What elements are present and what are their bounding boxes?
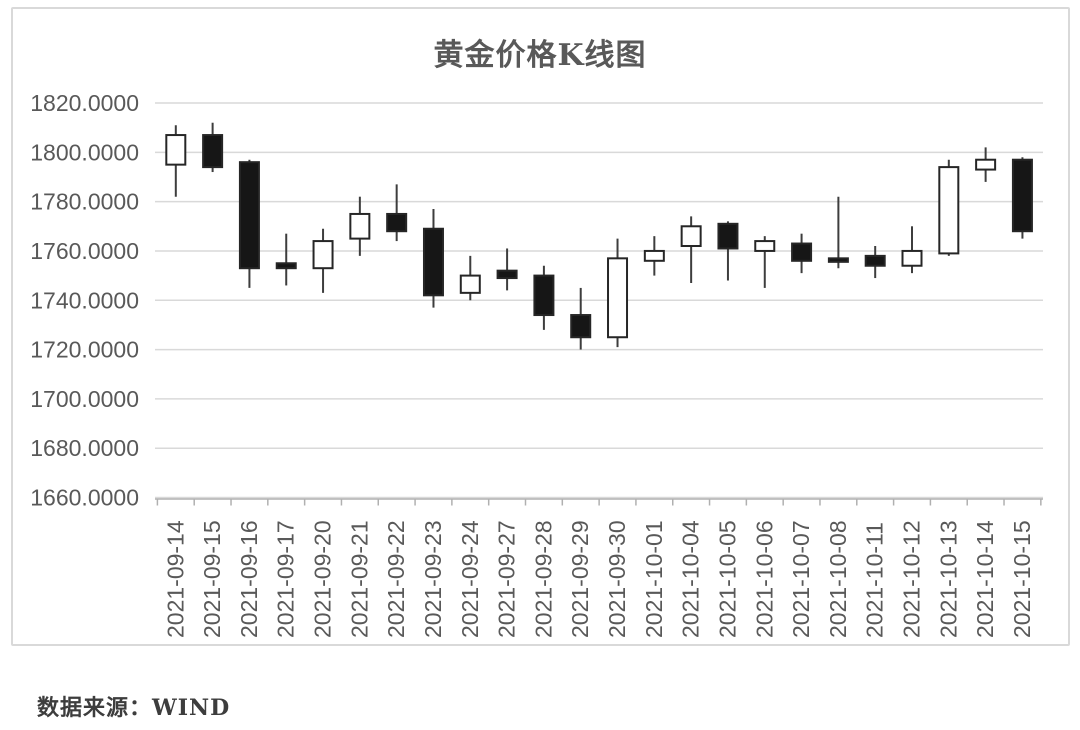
candlestick-2021-10-07 xyxy=(791,233,813,274)
y-axis-tick-label: 1780.0000 xyxy=(30,189,139,215)
x-axis-tick-label: 2021-09-23 xyxy=(420,520,446,638)
candlestick-2021-10-08 xyxy=(827,196,849,269)
candle-body-up xyxy=(607,257,629,339)
candle-body-up xyxy=(643,249,665,262)
x-axis-tick-label: 2021-09-29 xyxy=(567,520,593,638)
data-source-note: 数据来源：WIND xyxy=(37,695,231,721)
x-axis-tick-label: 2021-10-04 xyxy=(678,520,704,638)
candle-body-down xyxy=(827,257,849,263)
x-axis-tick-label: 2021-10-11 xyxy=(862,522,888,638)
candlestick-2021-09-29 xyxy=(570,287,592,350)
candle-body-down xyxy=(1011,158,1033,233)
candlestick-2021-10-01 xyxy=(643,236,665,276)
x-axis-tick-label: 2021-10-05 xyxy=(714,520,740,638)
candle-body-up xyxy=(459,274,481,294)
x-axis-tick-label: 2021-10-08 xyxy=(825,520,851,638)
candle-body-up xyxy=(680,225,702,248)
candle-body-down xyxy=(533,274,555,317)
x-axis-tick-label: 2021-10-01 xyxy=(641,520,667,638)
y-axis-tick-label: 1820.0000 xyxy=(30,90,139,116)
candlestick-2021-09-17 xyxy=(275,233,297,286)
x-axis-tick-label: 2021-09-21 xyxy=(346,520,372,638)
y-axis-tick-label: 1700.0000 xyxy=(30,386,139,412)
x-axis-tick-label: 2021-10-07 xyxy=(788,520,814,638)
x-axis-tick-label: 2021-09-20 xyxy=(310,520,336,638)
candlestick-2021-09-24 xyxy=(459,255,481,301)
candle-body-down xyxy=(570,314,592,339)
x-axis-tick-label: 2021-09-14 xyxy=(162,520,188,638)
candle-body-down xyxy=(864,254,886,267)
y-axis-tick-label: 1720.0000 xyxy=(30,337,139,363)
chart-frame xyxy=(11,7,1070,646)
candlestick-2021-09-15 xyxy=(202,122,224,173)
candle-body-down xyxy=(202,134,224,169)
y-axis-tick-label: 1740.0000 xyxy=(30,287,139,313)
x-axis-tick-label: 2021-10-14 xyxy=(972,520,998,638)
candle-body-down xyxy=(275,262,297,270)
candle-body-down xyxy=(422,227,444,297)
candle-body-up xyxy=(165,134,187,166)
x-axis-tick-label: 2021-10-12 xyxy=(899,520,925,638)
x-axis-tick-label: 2021-09-28 xyxy=(530,520,556,638)
candle-body-down xyxy=(386,212,408,233)
x-axis-tick-label: 2021-10-06 xyxy=(751,520,777,638)
candle-body-down xyxy=(496,269,518,280)
candle-body-up xyxy=(349,212,371,240)
x-axis-tick-label: 2021-09-22 xyxy=(383,520,409,638)
candle-body-down xyxy=(717,222,739,250)
candlestick-2021-10-14 xyxy=(975,147,997,182)
candlestick-2021-10-12 xyxy=(901,226,923,274)
candlestick-2021-09-22 xyxy=(386,184,408,242)
candle-body-down xyxy=(238,161,260,270)
x-axis-tick-label: 2021-09-17 xyxy=(273,520,299,638)
candlestick-2021-09-16 xyxy=(238,159,260,288)
candle-body-up xyxy=(938,166,960,255)
candle-body-up xyxy=(901,249,923,267)
candle-body-up xyxy=(975,158,997,171)
x-axis-tick-label: 2021-09-15 xyxy=(199,520,225,638)
candlestick-2021-09-14 xyxy=(165,125,187,197)
candlestick-2021-09-20 xyxy=(312,228,334,293)
candlestick-2021-10-06 xyxy=(754,236,776,288)
y-axis-tick-label: 1680.0000 xyxy=(30,435,139,461)
y-axis-tick-label: 1760.0000 xyxy=(30,238,139,264)
candlestick-2021-09-28 xyxy=(533,265,555,330)
y-axis-tick-label: 1660.0000 xyxy=(30,485,139,511)
candlestick-2021-10-13 xyxy=(938,159,960,256)
candlestick-2021-09-30 xyxy=(607,238,629,348)
chart-title: 黄金价格K线图 xyxy=(433,38,647,73)
candle-body-down xyxy=(791,242,813,262)
y-axis-tick-label: 1800.0000 xyxy=(30,139,139,165)
candlestick-2021-09-27 xyxy=(496,248,518,291)
x-axis-tick-label: 2021-09-27 xyxy=(494,520,520,638)
candle-body-up xyxy=(312,240,334,270)
x-axis-tick-label: 2021-09-24 xyxy=(457,520,483,638)
candlestick-2021-10-11 xyxy=(864,246,886,279)
candlestick-2021-10-04 xyxy=(680,216,702,283)
x-axis-tick-label: 2021-09-30 xyxy=(604,520,630,638)
candlestick-2021-10-15 xyxy=(1011,157,1033,239)
x-axis-tick-label: 2021-10-13 xyxy=(935,520,961,638)
candlestick-2021-09-23 xyxy=(422,209,444,308)
candle-body-up xyxy=(754,240,776,252)
candlestick-2021-09-21 xyxy=(349,196,371,256)
candlestick-2021-10-05 xyxy=(717,221,739,281)
x-axis-tick-label: 2021-09-16 xyxy=(236,520,262,638)
x-axis-tick-label: 2021-10-15 xyxy=(1009,520,1035,638)
